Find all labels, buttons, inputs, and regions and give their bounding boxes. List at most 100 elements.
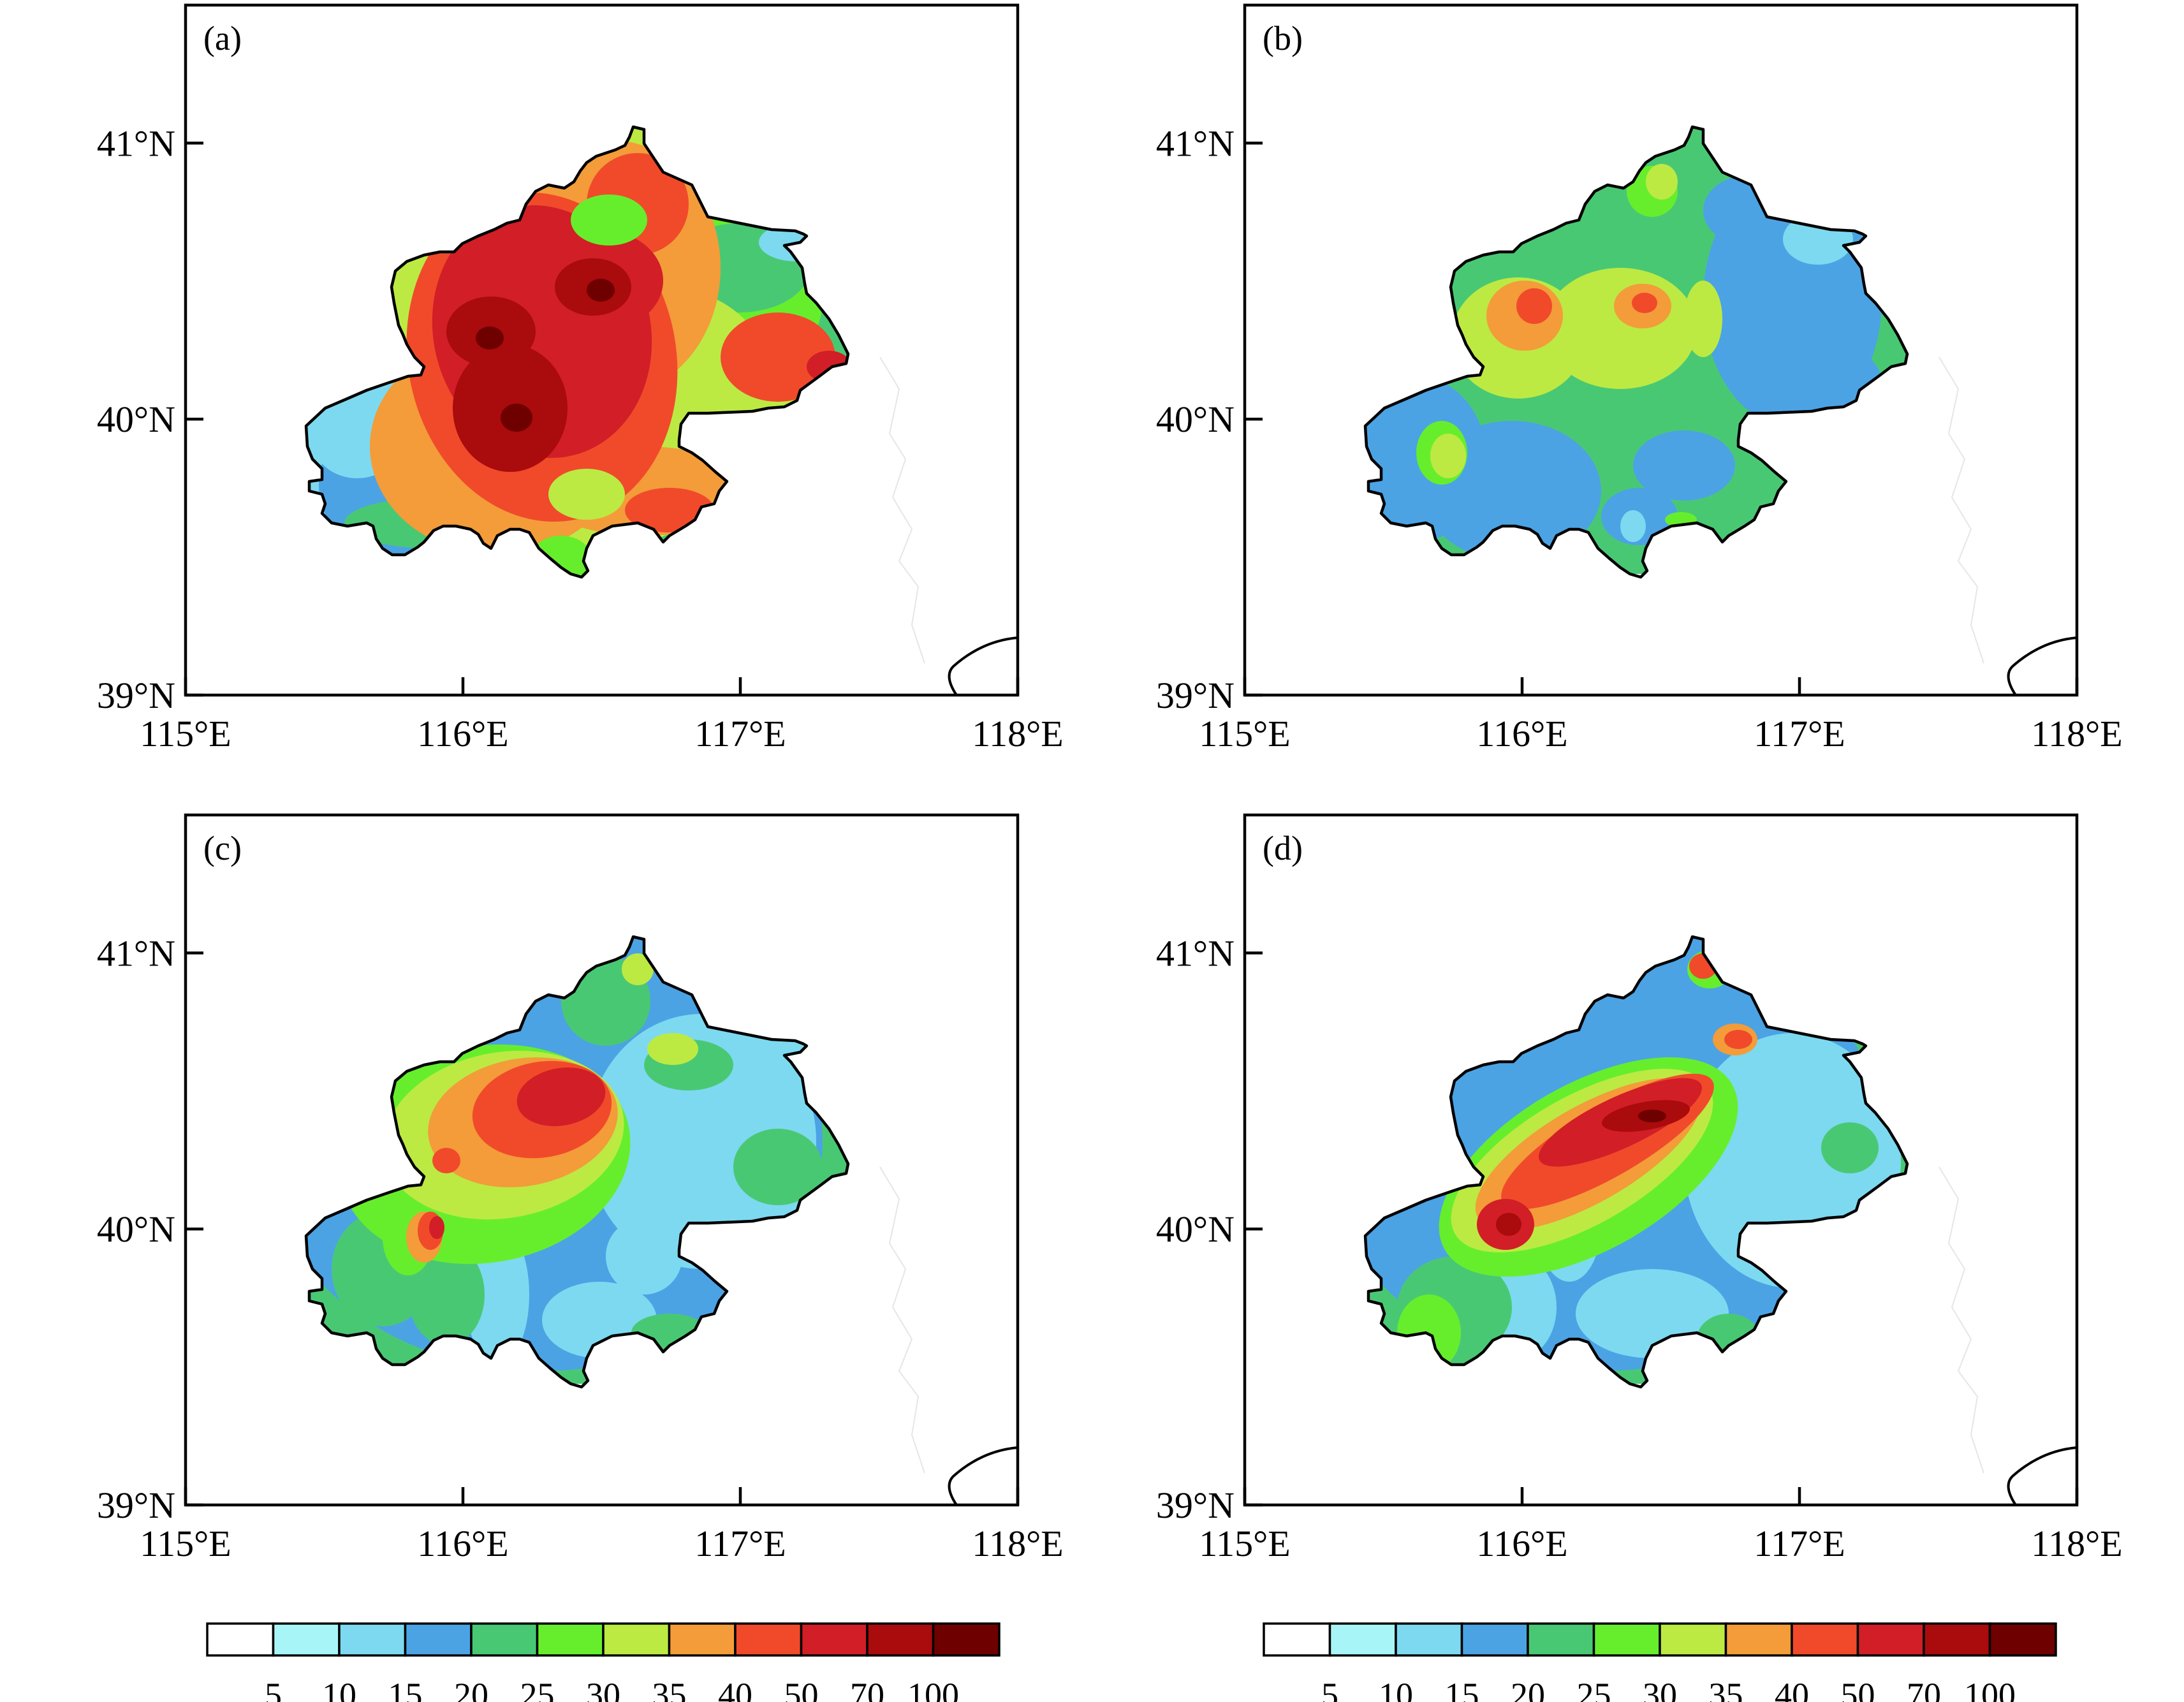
colorbar-swatch [1856, 1622, 1925, 1657]
contour-region [1780, 344, 1882, 421]
contour-region [1703, 175, 1792, 246]
contour-region [647, 1033, 698, 1065]
lon-tick-label: 116°E [1476, 713, 1567, 754]
neighbor-boundary [879, 356, 925, 664]
coastline [948, 636, 1018, 696]
map-panel: (b) 115°E 116°E 117°E 118°E 39°N 40°N 41°N [1156, 3, 2123, 754]
lat-tick-label: 41°N [97, 122, 175, 164]
panel-frame [184, 813, 1020, 1507]
coastline [2007, 1446, 2078, 1506]
colorbar-swatch [1527, 1622, 1595, 1657]
panel-frame [1243, 813, 2079, 1507]
colorbar-swatch [800, 1622, 868, 1657]
contour-region [1821, 1122, 1879, 1173]
lat-tick-label: 41°N [97, 932, 175, 974]
contour-region [714, 1033, 816, 1084]
neighbor-boundary [879, 1166, 925, 1474]
colorbar-label: 40 [718, 1676, 752, 1702]
map-panel: (d) 115°E 116°E 117°E 118°E 39°N 40°N 41°N [1156, 813, 2123, 1564]
neighbor-boundary [1938, 356, 1984, 664]
lat-tick-label: 39°N [1156, 1485, 1235, 1526]
colorbar-swatch [470, 1622, 539, 1657]
colorbar-swatch [536, 1622, 605, 1657]
neighbor-boundary [1938, 1166, 1984, 1474]
contour-region [501, 404, 532, 432]
panel-label: (c) [203, 829, 242, 867]
coastline [948, 1446, 1018, 1506]
colorbar-label: 35 [652, 1676, 687, 1702]
contour-region [429, 1216, 444, 1239]
colorbar-label: 70 [850, 1676, 884, 1702]
contour-region [733, 1129, 823, 1205]
colorbar-label: 15 [388, 1676, 423, 1702]
colorbar-label: 100 [907, 1676, 959, 1702]
colorbar-label: 50 [1841, 1676, 1875, 1702]
colorbar-swatch [1791, 1622, 1859, 1657]
lat-tick-label: 40°N [1156, 399, 1235, 440]
contour-region [1638, 1110, 1666, 1122]
panel-label: (b) [1263, 19, 1303, 57]
colorbar-label: 5 [265, 1676, 282, 1702]
colorbar-label: 30 [1643, 1676, 1677, 1702]
lon-tick-label: 115°E [1199, 1523, 1290, 1564]
lon-tick-label: 115°E [140, 713, 231, 754]
contour-region [1697, 1314, 1761, 1365]
colorbar-label: 70 [1907, 1676, 1941, 1702]
coastline [2007, 636, 2078, 696]
contour-region [408, 1243, 485, 1346]
colorbar-swatch [404, 1622, 473, 1657]
lon-tick-label: 117°E [694, 713, 786, 754]
colorbar-label: 5 [1321, 1676, 1338, 1702]
lon-tick-label: 118°E [972, 1523, 1063, 1564]
lat-tick-label: 39°N [1156, 675, 1235, 716]
contour-region [1792, 1052, 1895, 1103]
colorbar-label: 40 [1775, 1676, 1809, 1702]
lon-tick-label: 118°E [2031, 1523, 2122, 1564]
panel-label: (d) [1263, 829, 1303, 867]
colorbar-label: 10 [1379, 1676, 1413, 1702]
lat-tick-label: 40°N [97, 399, 175, 440]
lon-tick-label: 117°E [1754, 1523, 1845, 1564]
colorbar-label: 10 [322, 1676, 356, 1702]
contour-region [1646, 164, 1678, 200]
contour-region [1516, 288, 1552, 324]
contour-fill [1365, 127, 1907, 574]
region-boundary [1363, 935, 1909, 1389]
contour-region [517, 1067, 606, 1126]
lon-tick-label: 116°E [417, 1523, 508, 1564]
colorbar-swatch [1460, 1622, 1529, 1657]
lat-tick-label: 39°N [97, 1485, 175, 1526]
region-boundary [304, 935, 850, 1389]
lat-tick-label: 39°N [97, 675, 175, 716]
colorbar-label: 25 [520, 1676, 555, 1702]
contour-fill [306, 127, 848, 577]
contour-region [1684, 281, 1722, 357]
contour-region [1724, 1030, 1752, 1049]
colorbar-swatch [1923, 1622, 1991, 1657]
contour-region [1496, 1213, 1521, 1236]
colorbar-swatch [1592, 1622, 1661, 1657]
region-boundary [1363, 125, 1909, 579]
contour-region [587, 279, 615, 302]
colorbar-swatch [734, 1622, 803, 1657]
colorbar-swatch [1724, 1622, 1793, 1657]
colorbar-swatch [668, 1622, 737, 1657]
lon-tick-label: 117°E [1754, 713, 1845, 754]
panel-frame [184, 3, 1020, 697]
panel-label: (a) [203, 19, 242, 57]
colorbar-label: 20 [1511, 1676, 1545, 1702]
lon-tick-label: 116°E [1476, 1523, 1567, 1564]
lon-tick-label: 117°E [694, 1523, 786, 1564]
colorbar-label: 20 [454, 1676, 488, 1702]
map-panel: (a) 115°E 116°E 117°E 118°E 39°N 40°N 41°N [97, 3, 1064, 754]
colorbar: 5 10 15 20 25 30 35 40 50 70 100 [1263, 1622, 2057, 1702]
map-panel: (c) 115°E 116°E 117°E 118°E 39°N 40°N 41°N [97, 813, 1064, 1564]
colorbar-label: 25 [1577, 1676, 1611, 1702]
contour-region [807, 351, 848, 383]
contour-region [476, 326, 504, 349]
lon-tick-label: 118°E [972, 713, 1063, 754]
lon-tick-label: 115°E [1199, 713, 1290, 754]
contour-region [1620, 510, 1646, 542]
colorbar-swatch [602, 1622, 671, 1657]
